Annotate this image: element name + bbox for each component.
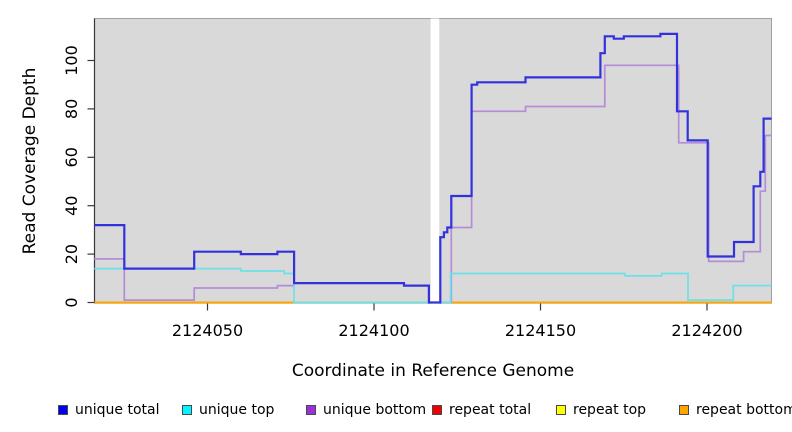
legend-label-repeat-bottom: repeat bottom <box>696 402 792 418</box>
legend-item-repeat-bottom: repeat bottom <box>679 400 792 420</box>
series-line-unique-total <box>94 32 772 304</box>
legend-label-repeat-top: repeat top <box>573 402 647 418</box>
legend-item-unique-total: unique total <box>58 400 159 420</box>
chart-legend: unique total unique top unique bottom repea… <box>0 400 792 422</box>
x-tick-label: 2124200 <box>671 321 742 340</box>
x-tick-label: 2124150 <box>505 321 576 340</box>
legend-label-unique-bottom: unique bottom <box>323 402 427 418</box>
y-tick-label: 80 <box>62 99 81 119</box>
y-axis-title: Read Coverage Depth <box>20 67 40 255</box>
legend-item-unique-bottom: unique bottom <box>306 400 426 420</box>
legend-label-unique-total: unique total <box>75 402 160 418</box>
legend-swatch-unique-top <box>182 405 192 415</box>
legend-item-repeat-top: repeat top <box>556 400 646 420</box>
y-tick-label: 0 <box>62 297 81 307</box>
legend-swatch-repeat-total <box>432 405 442 415</box>
x-tick-label: 2124050 <box>172 321 243 340</box>
y-tick-label: 20 <box>62 244 81 264</box>
legend-label-repeat-total: repeat total <box>449 402 532 418</box>
y-tick-label: 60 <box>62 147 81 167</box>
x-axis-title: Coordinate in Reference Genome <box>291 361 575 381</box>
legend-swatch-unique-bottom <box>306 405 316 415</box>
x-tick-label: 2124100 <box>338 321 409 340</box>
legend-swatch-repeat-top <box>556 405 566 415</box>
masked-region-band <box>430 18 440 304</box>
legend-item-repeat-total: repeat total <box>432 400 531 420</box>
legend-swatch-repeat-bottom <box>679 405 689 415</box>
legend-label-unique-top: unique top <box>199 402 275 418</box>
y-tick-label: 40 <box>62 196 81 216</box>
y-tick-label: 100 <box>62 45 81 76</box>
legend-item-unique-top: unique top <box>182 400 274 420</box>
legend-swatch-unique-total <box>58 405 68 415</box>
series-line-unique-top <box>94 267 772 304</box>
